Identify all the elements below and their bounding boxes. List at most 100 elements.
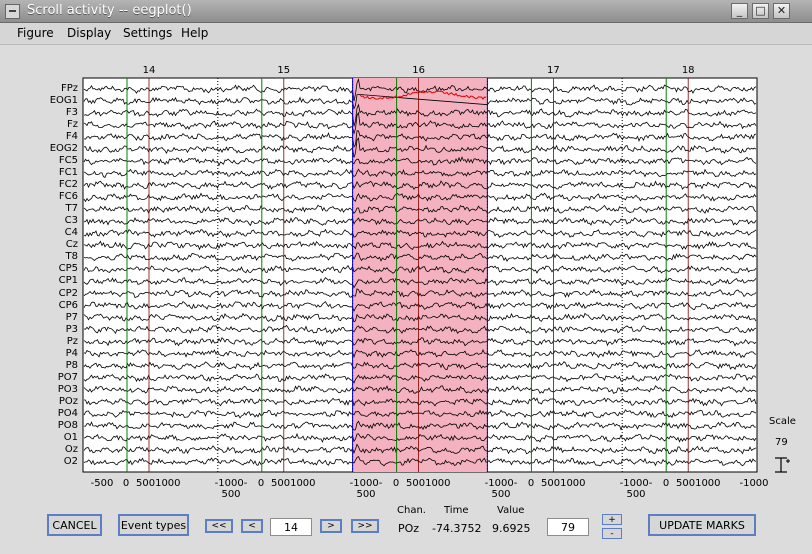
scale-minus-button[interactable]: - bbox=[602, 528, 622, 539]
epoch-input[interactable] bbox=[270, 518, 312, 536]
channel-label-p7: P7 bbox=[65, 311, 78, 323]
eeg-trace-oz[interactable] bbox=[83, 443, 757, 455]
update-marks-button[interactable]: UPDATE MARKS bbox=[648, 514, 756, 536]
eeg-trace-p7[interactable] bbox=[83, 312, 757, 323]
x-tick-label: -1000-500 bbox=[484, 478, 518, 500]
menu-bar: Figure Display Settings Help bbox=[0, 23, 812, 45]
eeg-trace-fpz[interactable] bbox=[83, 77, 757, 102]
eeg-trace-o2[interactable] bbox=[83, 456, 757, 467]
channel-label-eog1: EOG1 bbox=[49, 95, 78, 107]
channel-label-cp1: CP1 bbox=[58, 275, 78, 287]
eeg-trace-p8[interactable] bbox=[83, 361, 757, 371]
scale-label: Scale bbox=[769, 416, 796, 427]
last-epoch-button[interactable]: >> bbox=[351, 519, 379, 533]
x-tick-label: -1000-500 bbox=[349, 478, 383, 500]
menu-settings[interactable]: Settings bbox=[123, 26, 173, 40]
channel-label-po3: PO3 bbox=[57, 383, 78, 395]
eeg-trace-po7[interactable] bbox=[83, 373, 757, 384]
cancel-button[interactable]: CANCEL bbox=[47, 514, 102, 536]
epoch-number: 14 bbox=[142, 65, 156, 76]
eeg-trace-eog1[interactable] bbox=[83, 93, 757, 110]
channel-label-cz: Cz bbox=[65, 239, 78, 251]
first-epoch-button[interactable]: << bbox=[205, 519, 233, 533]
scale-plus-button[interactable]: + bbox=[602, 514, 622, 525]
eeg-trace-cp6[interactable] bbox=[83, 301, 757, 312]
value-readout: 9.6925 bbox=[492, 522, 531, 535]
eeg-trace-o1[interactable] bbox=[83, 432, 757, 443]
eeg-trace-poz[interactable] bbox=[83, 397, 757, 407]
channel-label-f3: F3 bbox=[65, 107, 78, 119]
channel-label-f4: F4 bbox=[65, 131, 78, 143]
time-readout: -74.3752 bbox=[432, 522, 482, 535]
next-epoch-button[interactable]: > bbox=[320, 519, 342, 533]
eeg-trace-c4[interactable] bbox=[83, 228, 757, 238]
channel-label-cp2: CP2 bbox=[58, 287, 78, 299]
x-tick-label: 0 bbox=[257, 478, 265, 489]
channel-label-fc1: FC1 bbox=[58, 167, 78, 179]
eeg-trace-cp1[interactable] bbox=[83, 276, 757, 289]
x-tick-label: -500 bbox=[90, 478, 114, 489]
eeg-plot[interactable] bbox=[0, 45, 812, 490]
eeg-trace-po3[interactable] bbox=[83, 385, 757, 394]
prev-epoch-button[interactable]: < bbox=[241, 519, 263, 533]
eeg-trace-cp5[interactable] bbox=[83, 264, 757, 274]
x-tick-label: -1000-500 bbox=[214, 478, 248, 500]
eeg-trace-fc2[interactable] bbox=[83, 180, 757, 191]
window-menu-icon[interactable] bbox=[5, 4, 20, 19]
channel-label-fc2: FC2 bbox=[58, 179, 78, 191]
eeg-trace-fz[interactable] bbox=[83, 111, 757, 135]
channel-label-fc5: FC5 bbox=[58, 155, 78, 167]
eeg-trace-p4[interactable] bbox=[83, 349, 757, 359]
eeg-trace-cz[interactable] bbox=[83, 240, 757, 251]
epoch-number: 15 bbox=[277, 65, 291, 76]
channel-label-c4: C4 bbox=[64, 227, 78, 239]
channel-label-fc6: FC6 bbox=[58, 191, 78, 203]
eeg-trace-fc1[interactable] bbox=[83, 168, 757, 178]
x-tick-label: 0 bbox=[392, 478, 400, 489]
eeg-trace-t8[interactable] bbox=[83, 252, 757, 262]
channel-label-poz: POz bbox=[58, 395, 78, 407]
maximize-button[interactable]: □ bbox=[752, 3, 769, 19]
channel-label-fz: Fz bbox=[66, 119, 78, 131]
channel-label-p4: P4 bbox=[65, 347, 78, 359]
eeg-trace-eog2[interactable] bbox=[83, 137, 757, 158]
channel-label-po7: PO7 bbox=[57, 371, 78, 383]
close-button[interactable]: ✕ bbox=[773, 3, 790, 19]
chan-label: Chan. bbox=[397, 505, 426, 516]
eeg-trace-f4[interactable] bbox=[83, 130, 757, 148]
channel-label-cp5: CP5 bbox=[58, 263, 78, 275]
value-label: Value bbox=[497, 505, 525, 516]
chan-readout: POz bbox=[398, 522, 420, 535]
title-bar: Scroll activity -- eegplot() _ □ ✕ bbox=[0, 0, 812, 23]
eeg-trace-po4[interactable] bbox=[83, 409, 757, 419]
channel-label-t7: T7 bbox=[65, 203, 78, 215]
eeg-trace-c3[interactable] bbox=[83, 216, 757, 227]
scale-input[interactable] bbox=[547, 518, 589, 536]
channel-label-oz: Oz bbox=[64, 443, 78, 455]
eeg-trace-pz[interactable] bbox=[83, 336, 757, 347]
eeg-trace-fc6[interactable] bbox=[83, 192, 757, 203]
menu-help[interactable]: Help bbox=[181, 26, 209, 40]
time-label: Time bbox=[444, 505, 469, 516]
eeg-trace-po8[interactable] bbox=[83, 420, 757, 431]
epoch-number: 18 bbox=[681, 65, 695, 76]
eeg-trace-p3[interactable] bbox=[83, 324, 757, 335]
eeg-trace-cp2[interactable] bbox=[83, 288, 757, 299]
menu-figure[interactable]: Figure bbox=[17, 26, 54, 40]
marked-epoch-highlight[interactable] bbox=[352, 78, 488, 472]
eeg-trace-f3[interactable] bbox=[83, 103, 757, 127]
channel-label-t8: T8 bbox=[65, 251, 78, 263]
eeg-trace-t7[interactable] bbox=[83, 204, 757, 214]
channel-label-p3: P3 bbox=[65, 323, 78, 335]
channel-label-eog2: EOG2 bbox=[49, 143, 78, 155]
x-tick-label: 0 bbox=[662, 478, 670, 489]
x-tick-label: 5001000 bbox=[676, 478, 721, 489]
x-tick-label: 5001000 bbox=[136, 478, 181, 489]
x-tick-label: 0 bbox=[527, 478, 535, 489]
marked-trace-eog1[interactable] bbox=[359, 90, 487, 100]
x-tick-label: 0 bbox=[122, 478, 130, 489]
minimize-button[interactable]: _ bbox=[731, 3, 748, 19]
eeg-trace-fc5[interactable] bbox=[83, 156, 757, 167]
event-types-button[interactable]: Event types bbox=[118, 514, 189, 536]
menu-display[interactable]: Display bbox=[67, 26, 112, 40]
